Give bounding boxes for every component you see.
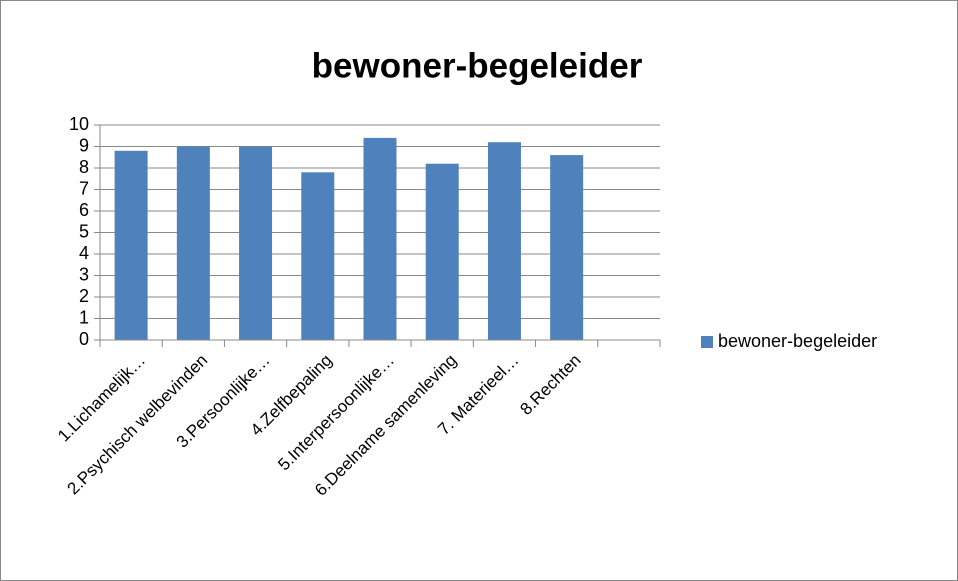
y-tick-label: 4 [79, 243, 89, 263]
y-tick-label: 0 [79, 329, 89, 349]
y-tick-label: 8 [79, 157, 89, 177]
y-tick-label: 6 [79, 200, 89, 220]
y-tick-label: 3 [79, 264, 89, 284]
bar [176, 146, 210, 340]
bar [550, 155, 584, 340]
y-tick-label: 7 [79, 178, 89, 198]
y-tick-label: 9 [79, 135, 89, 155]
legend-swatch [701, 336, 713, 348]
bar [239, 146, 273, 340]
bar [301, 172, 335, 340]
bar [363, 137, 397, 340]
y-tick-label: 1 [79, 307, 89, 327]
bar [487, 142, 521, 340]
bar [114, 150, 148, 340]
legend-label: bewoner-begeleider [718, 331, 877, 351]
y-tick-label: 2 [79, 286, 89, 306]
y-tick-label: 10 [69, 114, 89, 134]
chart-title: bewoner-begeleider [312, 46, 643, 85]
y-tick-label: 5 [79, 221, 89, 241]
bar [425, 163, 459, 340]
